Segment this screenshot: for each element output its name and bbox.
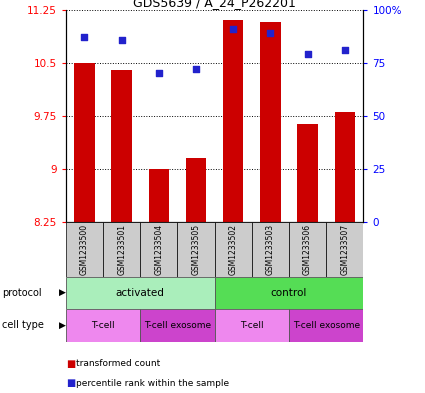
Text: protocol: protocol — [2, 288, 42, 298]
Bar — [298, 125, 318, 222]
Point — [193, 66, 199, 72]
Bar — [289, 309, 363, 342]
Bar — [326, 222, 363, 277]
Text: T-cell: T-cell — [91, 321, 115, 330]
Text: GSM1233507: GSM1233507 — [340, 224, 349, 275]
Bar — [66, 309, 140, 342]
Text: GSM1233500: GSM1233500 — [80, 224, 89, 275]
Point — [341, 47, 348, 53]
Text: GSM1233504: GSM1233504 — [154, 224, 163, 275]
Bar — [103, 222, 140, 277]
Text: cell type: cell type — [2, 320, 44, 330]
Bar — [215, 222, 252, 277]
Point — [230, 26, 237, 32]
Text: GSM1233501: GSM1233501 — [117, 224, 126, 275]
Title: GDS5639 / A_24_P262201: GDS5639 / A_24_P262201 — [133, 0, 296, 9]
Bar — [149, 169, 169, 222]
Text: GSM1233506: GSM1233506 — [303, 224, 312, 275]
Text: activated: activated — [116, 288, 164, 298]
Point — [267, 30, 274, 36]
Text: ▶: ▶ — [59, 288, 65, 297]
Bar — [178, 222, 215, 277]
Point — [81, 34, 88, 40]
Text: T-cell: T-cell — [240, 321, 264, 330]
Point — [156, 70, 162, 77]
Point — [118, 37, 125, 43]
Bar — [334, 112, 355, 222]
Text: ■: ■ — [66, 378, 75, 388]
Text: control: control — [271, 288, 307, 298]
Text: GSM1233502: GSM1233502 — [229, 224, 238, 275]
Bar — [140, 309, 215, 342]
Bar — [66, 222, 103, 277]
Bar — [186, 158, 206, 222]
Text: transformed count: transformed count — [76, 359, 160, 368]
Bar — [252, 222, 289, 277]
Bar — [215, 309, 289, 342]
Bar — [215, 277, 363, 309]
Text: GSM1233503: GSM1233503 — [266, 224, 275, 275]
Text: GSM1233505: GSM1233505 — [192, 224, 201, 275]
Bar — [223, 20, 244, 222]
Text: T-cell exosome: T-cell exosome — [293, 321, 360, 330]
Bar — [111, 70, 132, 222]
Bar — [140, 222, 178, 277]
Bar — [66, 277, 215, 309]
Bar — [260, 22, 281, 222]
Bar — [289, 222, 326, 277]
Point — [304, 51, 311, 57]
Text: ▶: ▶ — [59, 321, 65, 330]
Text: percentile rank within the sample: percentile rank within the sample — [76, 379, 229, 387]
Bar — [74, 63, 95, 222]
Text: ■: ■ — [66, 358, 75, 369]
Text: T-cell exosome: T-cell exosome — [144, 321, 211, 330]
